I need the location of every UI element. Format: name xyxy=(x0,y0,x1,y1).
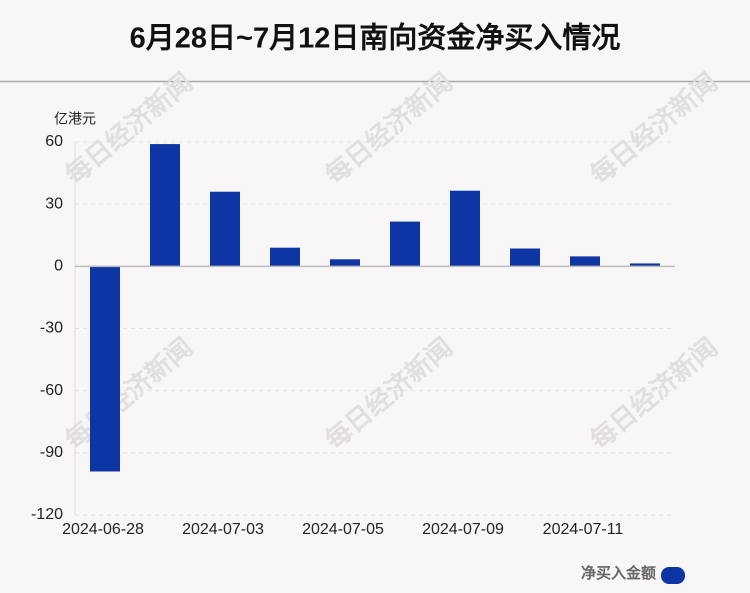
x-tick-label: 2024-07-09 xyxy=(422,521,504,538)
x-tick-label: 2024-07-03 xyxy=(182,521,264,538)
y-tick-label: -30 xyxy=(40,320,63,337)
y-tick-label: -60 xyxy=(40,382,63,399)
y-tick-label: 0 xyxy=(54,258,63,275)
y-tick-label: 30 xyxy=(45,195,63,212)
bar xyxy=(150,144,180,267)
y-tick-label: -120 xyxy=(31,506,63,523)
x-tick-label: 2024-07-11 xyxy=(543,521,624,538)
y-tick-label: 60 xyxy=(45,133,63,150)
bar xyxy=(570,256,600,267)
x-tick-label: 2024-07-05 xyxy=(302,521,384,538)
legend-swatch xyxy=(661,567,685,584)
bar xyxy=(90,266,120,472)
x-tick-label: 2024-06-28 xyxy=(62,521,144,538)
bar xyxy=(270,247,300,267)
bar xyxy=(630,263,660,267)
legend-label: 净买入金额 xyxy=(581,564,656,582)
bar xyxy=(210,191,240,267)
y-tick-label: -90 xyxy=(40,444,63,461)
bar xyxy=(510,248,540,267)
y-unit: 亿港元 xyxy=(54,111,96,127)
bar xyxy=(330,259,360,267)
bar xyxy=(390,221,420,267)
chart-title: 6月28日~7月12日南向资金净买入情况 xyxy=(130,21,621,55)
bar xyxy=(450,190,480,267)
